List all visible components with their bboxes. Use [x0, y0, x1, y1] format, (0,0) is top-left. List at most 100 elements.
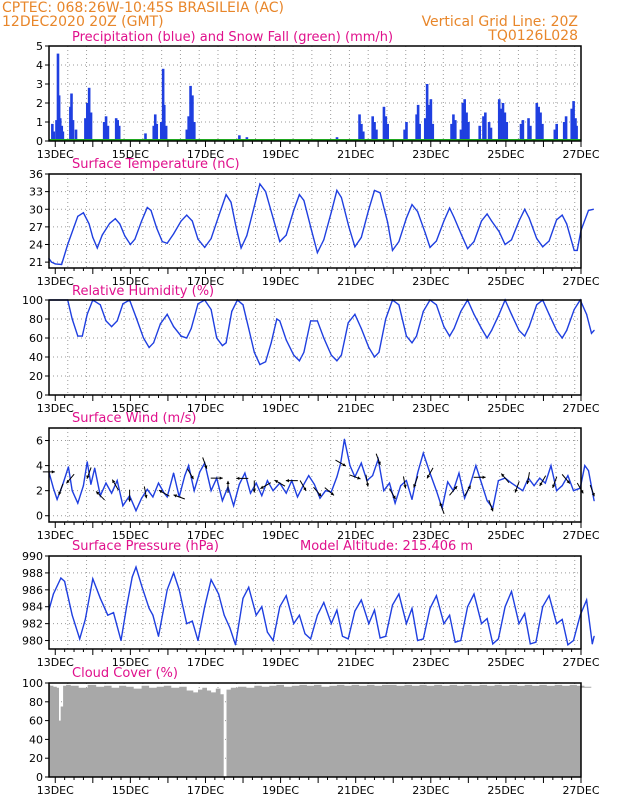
wind-arrow: [299, 480, 307, 492]
series-point-pressure: [354, 610, 356, 612]
y-tick-label: 6: [36, 435, 43, 448]
series-point-pressure: [518, 623, 520, 625]
series-point-temperature: [180, 220, 182, 222]
x-tick-label: 17DEC: [187, 275, 224, 288]
series-point-pressure: [52, 593, 54, 595]
wind-arrow-head: [96, 491, 100, 495]
series-point-humidity: [253, 351, 255, 353]
series-point-humidity: [586, 313, 588, 315]
series-point-humidity: [524, 335, 526, 337]
precip-bar: [564, 116, 568, 141]
precip-bar: [114, 118, 118, 141]
precip-bar: [529, 125, 532, 141]
wind-arrow: [426, 467, 434, 479]
wind-arrow-head: [236, 476, 240, 481]
precip-bar: [575, 125, 578, 141]
wind-arrow: [389, 488, 396, 500]
wind-arrow: [202, 457, 208, 469]
series-point-temperature: [161, 240, 163, 243]
series-point-wind: [308, 475, 310, 477]
series-point-temperature: [354, 246, 356, 248]
series-point-temperature: [114, 218, 116, 220]
series-point-humidity: [99, 304, 101, 306]
series-point-temperature: [316, 252, 318, 254]
series-point-pressure: [304, 633, 306, 635]
series-point-wind: [56, 498, 58, 501]
y-tick-label: 0: [36, 510, 43, 523]
series-point-humidity: [270, 342, 272, 344]
wind-arrow: [236, 476, 249, 481]
series-point-pressure: [330, 623, 332, 625]
y-tick-label: 982: [22, 618, 43, 631]
wind-arrow-head: [158, 490, 163, 494]
series-point-wind: [266, 480, 269, 482]
precip-bar: [453, 120, 457, 141]
series-point-wind: [584, 465, 586, 467]
x-tick-label: 15DEC: [112, 656, 149, 669]
series-point-wind: [52, 487, 54, 489]
series-point-pressure: [279, 606, 281, 608]
precip-bar: [193, 122, 196, 141]
series-point-temperature: [146, 206, 148, 209]
series-point-pressure: [510, 590, 513, 593]
y-tick-label: 21: [29, 256, 43, 269]
series-point-pressure: [591, 643, 593, 645]
series-point-humidity: [110, 326, 113, 328]
series-point-temperature: [225, 193, 227, 196]
series-line-wind: [48, 439, 595, 513]
x-tick-label: 25DEC: [487, 784, 524, 797]
y-tick-label: 60: [29, 715, 43, 728]
series-point-temperature: [573, 249, 575, 251]
precip-bar: [153, 114, 157, 141]
wind-arrow-head: [453, 486, 458, 490]
series-point-pressure: [223, 614, 225, 616]
x-tick-label: 13DEC: [37, 656, 74, 669]
precip-bar: [427, 104, 431, 141]
series-point-temperature: [293, 209, 295, 212]
wind-arrow-head: [514, 489, 518, 493]
series-point-wind: [567, 475, 569, 477]
wind-arrow: [95, 491, 105, 501]
series-point-pressure: [448, 614, 451, 616]
precip-bar: [375, 129, 378, 141]
y-tick-label: 30: [29, 203, 43, 216]
series-point-humidity: [316, 320, 318, 322]
x-tick-label: 21DEC: [337, 148, 374, 161]
series-point-humidity: [354, 313, 356, 315]
series-point-temperature: [405, 217, 407, 219]
series-point-pressure: [71, 614, 73, 616]
series-point-pressure: [298, 614, 300, 616]
series-point-pressure: [422, 638, 424, 640]
series-point-pressure: [316, 614, 318, 616]
precip-bar: [521, 120, 525, 141]
series-point-wind: [539, 477, 541, 479]
series-point-wind: [422, 452, 424, 454]
series-point-pressure: [336, 609, 338, 611]
panel-cloud-cover: Cloud Cover (%) 0 20 40 60 80 100 13DEC 15DEC 17D…: [22, 666, 600, 797]
panel-frame: [48, 45, 582, 142]
series-point-humidity: [340, 354, 343, 356]
series-point-temperature: [272, 217, 274, 219]
precip-bar: [539, 112, 542, 141]
series-point-wind: [435, 490, 438, 492]
series-point-humidity: [293, 354, 295, 356]
wind-arrow: [335, 459, 347, 467]
series-point-humidity: [443, 326, 445, 328]
x-tick-label: 13DEC: [37, 784, 74, 797]
series-point-pressure: [466, 606, 469, 608]
series-point-pressure: [84, 618, 86, 621]
x-tick-label: 21DEC: [337, 656, 374, 669]
y-tick-label: 80: [29, 313, 43, 326]
y-tick-label: 0: [36, 389, 43, 402]
precip-bar: [425, 84, 429, 141]
wind-arrow-head: [580, 489, 584, 494]
y-tick-label: 4: [36, 460, 43, 473]
series-point-temperature: [50, 261, 53, 263]
precip-bar: [187, 116, 190, 141]
series-point-pressure: [148, 607, 150, 610]
series-point-wind: [550, 465, 552, 467]
series-point-pressure: [120, 639, 122, 642]
series-point-humidity: [330, 354, 332, 356]
precip-bar: [361, 131, 365, 141]
series-point-humidity: [197, 303, 199, 305]
